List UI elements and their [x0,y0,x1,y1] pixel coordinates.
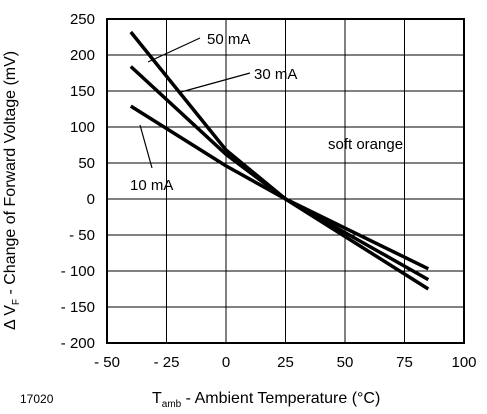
series-lines [129,30,430,291]
annotation-leader-line [180,72,251,93]
y-tick-labels: - 200 - 150 - 100 - 50 0 50 100 150 200 250 [61,11,95,352]
annotation-10ma: 10 mA [130,177,173,194]
annotation-soft-orange: soft orange [328,136,403,153]
plot-frame [106,18,465,344]
x-tick-label: 50 [337,354,354,371]
y-tick-label: 250 [70,11,95,28]
x-tick-label: 100 [451,354,476,371]
series-line-10ma [129,104,430,271]
annotation-30ma: 30 mA [254,66,297,83]
annotation-leader-line [139,124,153,169]
y-tick-label: 200 [70,47,95,64]
y-tick-label: - 150 [61,299,95,316]
y-tick-label: 100 [70,119,95,136]
x-tick-label: 75 [396,354,413,371]
series-line-50ma [129,30,430,291]
figure-number: 17020 [20,392,54,406]
x-tick-label: - 25 [154,354,180,371]
annotation-leaders [139,37,251,169]
y-tick-label: 50 [78,155,95,172]
y-tick-label: - 50 [69,227,95,244]
x-tick-label: - 50 [94,354,120,371]
y-tick-label: - 100 [61,263,95,280]
x-tick-labels: - 50 - 25 0 25 50 75 100 [94,354,476,371]
x-axis-title: Tamb - Ambient Temperature (°C) [152,390,380,410]
x-tick-label: 0 [222,354,230,371]
y-axis-title: Δ VF - Change of Forward Voltage (mV) [2,51,22,330]
annotation-50ma: 50 mA [207,31,250,48]
y-tick-label: - 200 [61,335,95,352]
x-tick-label: 25 [277,354,294,371]
y-tick-label: 150 [70,83,95,100]
annotation-leader-line [147,37,201,63]
y-tick-label: 0 [87,191,95,208]
series-line-30ma [129,65,430,282]
